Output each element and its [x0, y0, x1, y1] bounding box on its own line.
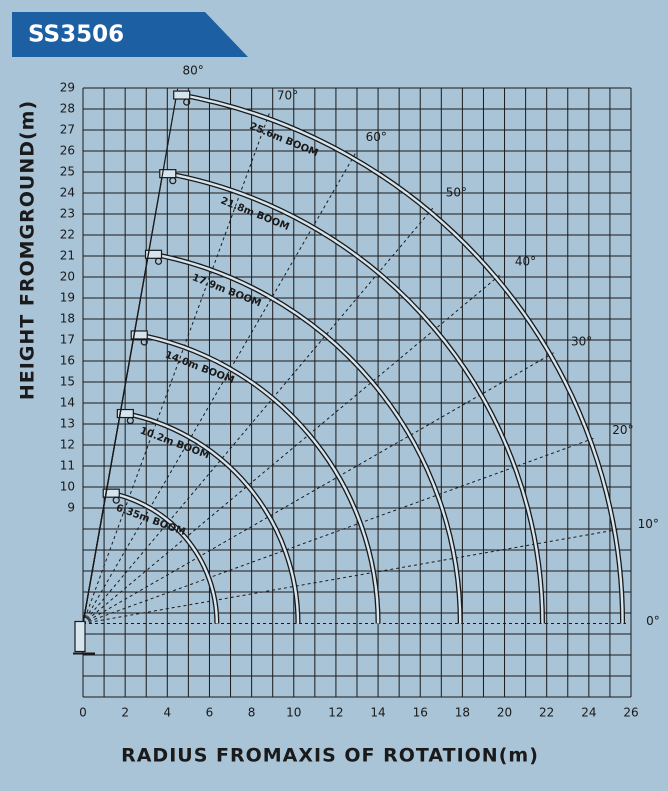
boom-arc-inner	[106, 490, 219, 624]
y-tick-label: 18	[60, 312, 75, 326]
boom-sheave	[126, 416, 134, 425]
y-tick-label: 11	[60, 459, 75, 473]
x-tick-label: 10	[286, 706, 301, 720]
angle-line	[82, 437, 596, 624]
chart-title: SS3506	[28, 22, 124, 48]
boom-sheave	[112, 496, 120, 504]
angle-label: 60°	[366, 130, 387, 144]
angle-label: 50°	[446, 186, 467, 200]
x-tick-label: 12	[328, 706, 343, 720]
x-tick-label: 6	[206, 706, 214, 720]
x-tick-label: 26	[623, 706, 638, 720]
y-tick-label: 28	[60, 102, 75, 116]
y-tick-label: 23	[60, 207, 75, 221]
boom-sheave	[169, 177, 177, 185]
boom-arc-inner	[162, 171, 544, 624]
boom-head	[173, 90, 191, 100]
x-tick-label: 18	[455, 706, 470, 720]
boom-arc-inner	[134, 332, 380, 624]
y-tick-label: 17	[60, 333, 75, 347]
x-tick-label: 24	[581, 706, 596, 720]
angle-line	[82, 153, 356, 624]
y-tick-label: 19	[60, 291, 75, 305]
y-tick-label: 26	[60, 144, 75, 158]
x-axis-title: RADIUS FROMAXIS OF ROTATION(m)	[121, 745, 539, 767]
boom-head	[116, 408, 134, 419]
y-tick-label: 22	[60, 228, 75, 242]
boom-head	[159, 169, 177, 179]
boom-head	[144, 249, 163, 259]
boom-sheave	[183, 98, 191, 106]
x-tick-label: 16	[413, 706, 428, 720]
title-banner	[12, 12, 248, 57]
angle-label: 40°	[515, 255, 536, 269]
y-tick-label: 16	[60, 354, 75, 368]
angle-label: 80°	[182, 63, 203, 77]
y-tick-label: 9	[67, 501, 75, 515]
boom-head	[130, 330, 148, 340]
y-tick-label: 29	[60, 81, 75, 95]
boom-arc-inner	[120, 411, 300, 624]
y-tick-label: 20	[60, 270, 75, 284]
y-tick-label: 12	[60, 438, 75, 452]
x-tick-label: 14	[370, 706, 385, 720]
x-tick-label: 0	[79, 706, 87, 720]
boom-body	[82, 93, 178, 624]
angle-label: 70°	[277, 89, 298, 103]
x-tick-label: 20	[497, 706, 512, 720]
y-tick-label: 21	[60, 249, 75, 263]
x-tick-label: 4	[163, 706, 171, 720]
y-tick-label: 13	[60, 417, 75, 431]
boom-head	[102, 488, 120, 498]
boom-arc-inner	[148, 252, 462, 624]
angle-label: 10°	[638, 517, 659, 531]
angle-line	[82, 113, 270, 624]
y-axis-title: HEIGHT FROMGROUND(m)	[17, 100, 39, 400]
angle-line	[82, 528, 620, 624]
angle-line	[82, 351, 556, 624]
boom-sheave	[154, 257, 163, 265]
crane-base	[74, 620, 86, 653]
angle-line	[82, 207, 434, 624]
angle-line	[82, 274, 501, 624]
y-tick-label: 24	[60, 186, 75, 200]
x-tick-label: 2	[121, 706, 129, 720]
y-tick-label: 15	[60, 375, 75, 389]
boom-sheave	[140, 338, 148, 346]
y-tick-label: 10	[60, 480, 75, 494]
angle-label: 30°	[571, 334, 592, 348]
y-tick-label: 25	[60, 165, 75, 179]
angle-label: 0°	[646, 614, 660, 628]
y-tick-label: 14	[60, 396, 75, 410]
boom-arc-inner	[176, 92, 624, 624]
x-tick-label: 8	[248, 706, 256, 720]
angle-label: 20°	[612, 423, 633, 437]
y-tick-label: 27	[60, 123, 75, 137]
x-tick-label: 22	[539, 706, 554, 720]
